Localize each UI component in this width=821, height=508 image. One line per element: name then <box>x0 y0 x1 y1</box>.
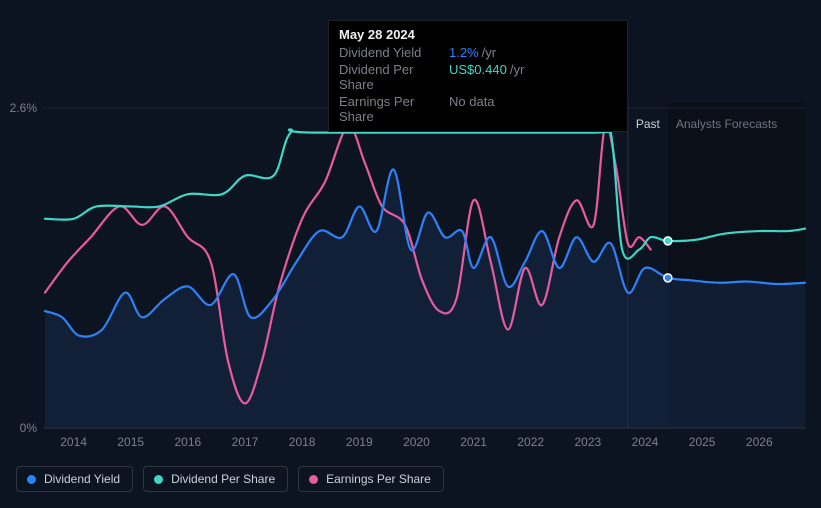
svg-text:2016: 2016 <box>175 435 202 449</box>
svg-text:2019: 2019 <box>346 435 373 449</box>
svg-text:2018: 2018 <box>289 435 316 449</box>
svg-text:Past: Past <box>636 117 661 131</box>
svg-text:2017: 2017 <box>232 435 259 449</box>
svg-text:2023: 2023 <box>575 435 602 449</box>
tooltip-date: May 28 2024 <box>339 27 617 42</box>
legend-item-yield[interactable]: Dividend Yield <box>16 466 133 492</box>
chart-tooltip: May 28 2024 Dividend Yield 1.2% /yr Divi… <box>328 20 628 132</box>
svg-text:2014: 2014 <box>60 435 87 449</box>
svg-text:2015: 2015 <box>117 435 144 449</box>
legend-item-dps[interactable]: Dividend Per Share <box>143 466 288 492</box>
svg-text:2025: 2025 <box>689 435 716 449</box>
tooltip-row-dps: Dividend Per Share US$0.440 /yr <box>339 61 617 93</box>
tooltip-row-yield: Dividend Yield 1.2% /yr <box>339 44 617 61</box>
legend-dot-icon <box>154 475 163 484</box>
svg-text:2022: 2022 <box>517 435 544 449</box>
legend-dot-icon <box>309 475 318 484</box>
legend-item-eps[interactable]: Earnings Per Share <box>298 466 444 492</box>
legend-dot-icon <box>27 475 36 484</box>
dividend-chart: 0% 2.6% 2014 2015 2016 2017 2018 2019 2020 2021 20… <box>0 0 821 508</box>
svg-text:2.6%: 2.6% <box>10 101 38 115</box>
svg-text:2020: 2020 <box>403 435 430 449</box>
tooltip-row-eps: Earnings Per Share No data <box>339 93 617 125</box>
svg-text:2026: 2026 <box>746 435 773 449</box>
svg-text:0%: 0% <box>20 421 38 435</box>
chart-legend: Dividend Yield Dividend Per Share Earnin… <box>16 466 444 492</box>
svg-text:2021: 2021 <box>460 435 487 449</box>
svg-text:2024: 2024 <box>632 435 659 449</box>
svg-text:Analysts Forecasts: Analysts Forecasts <box>676 117 777 131</box>
